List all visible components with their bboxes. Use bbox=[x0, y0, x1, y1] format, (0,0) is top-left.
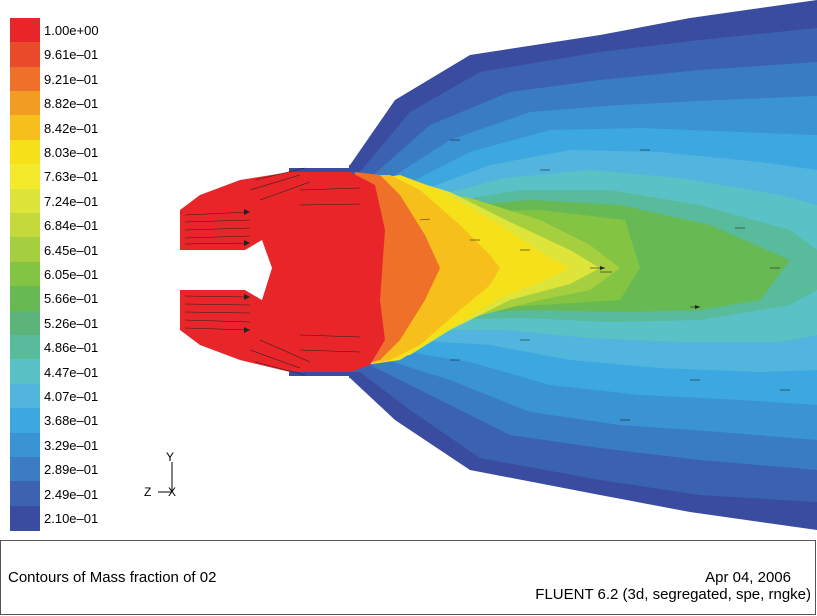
colorbar-swatch bbox=[10, 261, 40, 287]
colorbar-label: 8.03e–01 bbox=[44, 145, 99, 160]
colorbar-label: 7.24e–01 bbox=[44, 193, 99, 209]
colorbar-swatch bbox=[10, 139, 40, 165]
colorbar-label: 2.49e–01 bbox=[44, 486, 99, 502]
colorbar-label: 4.07e–01 bbox=[44, 389, 99, 404]
colorbar-swatch bbox=[10, 335, 40, 360]
axis-z-label: Z bbox=[144, 485, 152, 499]
colorbar-swatch bbox=[10, 17, 40, 43]
caption-software: FLUENT 6.2 (3d, segregated, spe, rngke) bbox=[535, 586, 811, 603]
colorbar-label: 8.82e–01 bbox=[44, 96, 99, 112]
colorbar-swatch bbox=[10, 310, 40, 336]
colorbar-swatch bbox=[10, 42, 40, 68]
colorbar-label: 8.42e–01 bbox=[44, 120, 99, 136]
caption-title: Contours of Mass fraction of 02 bbox=[8, 569, 217, 586]
colorbar-label: 7.63e–01 bbox=[44, 169, 99, 185]
colorbar-swatch bbox=[10, 164, 40, 190]
colorbar-swatch bbox=[10, 408, 40, 434]
colorbar-swatch bbox=[10, 286, 40, 312]
colorbar-label: 2.89e–01 bbox=[44, 462, 99, 478]
colorbar-label: 6.84e–01 bbox=[44, 218, 99, 234]
wall-notch-bottom bbox=[289, 376, 349, 382]
colorbar-swatch bbox=[10, 91, 40, 116]
caption-box: Contours of Mass fraction of 02 Apr 04, … bbox=[0, 540, 816, 615]
inlet-gap bbox=[180, 240, 272, 300]
colorbar-label: 6.45e–01 bbox=[44, 242, 99, 258]
colorbar-swatch bbox=[10, 66, 40, 92]
colorbar-swatch bbox=[10, 188, 40, 214]
colorbar-label: 3.29e–01 bbox=[44, 437, 99, 453]
colorbar-swatch bbox=[10, 359, 40, 385]
wall-notch-top bbox=[289, 160, 349, 168]
colorbar-swatch bbox=[10, 457, 40, 482]
colorbar-label: 9.21e–01 bbox=[44, 71, 99, 87]
contour-field bbox=[180, 0, 817, 530]
colorbar-label: 9.61e–01 bbox=[44, 47, 99, 63]
colorbar-legend: 1.00e+00 9.61e–01 9.21e–01 8.82e–01 8.42e–01… bbox=[0, 0, 200, 531]
contour-plot: 1.00e+00 9.61e–01 9.21e–01 8.82e–01 8.42e–01… bbox=[0, 0, 817, 531]
contour-core bbox=[180, 172, 385, 372]
colorbar-label: 5.66e–01 bbox=[44, 291, 99, 307]
vector-arrowheads bbox=[244, 209, 700, 333]
colorbar-label: 4.86e–01 bbox=[44, 340, 99, 356]
axis-triad: Y Z X bbox=[142, 450, 182, 500]
colorbar-swatch bbox=[10, 383, 40, 409]
axis-y-label: Y bbox=[166, 450, 175, 464]
colorbar-label: 6.05e–01 bbox=[44, 267, 99, 282]
velocity-vectors bbox=[184, 139, 790, 421]
colorbar-swatch bbox=[10, 481, 40, 507]
colorbar-swatch bbox=[10, 115, 40, 141]
colorbar-swatch bbox=[10, 432, 40, 458]
colorbar-swatch bbox=[10, 505, 40, 531]
axis-x-label: X bbox=[168, 485, 177, 499]
caption-date: Apr 04, 2006 bbox=[705, 569, 791, 586]
colorbar-label: 5.26e–01 bbox=[44, 315, 99, 331]
colorbar-swatch bbox=[10, 213, 40, 238]
axis-triad-lines bbox=[158, 462, 173, 493]
colorbar-label: 3.68e–01 bbox=[44, 413, 99, 429]
colorbar-label: 2.10e–01 bbox=[44, 511, 99, 526]
colorbar-swatch bbox=[10, 237, 40, 263]
colorbar-label: 4.47e–01 bbox=[44, 364, 99, 380]
colorbar-label: 1.00e+00 bbox=[44, 23, 99, 38]
